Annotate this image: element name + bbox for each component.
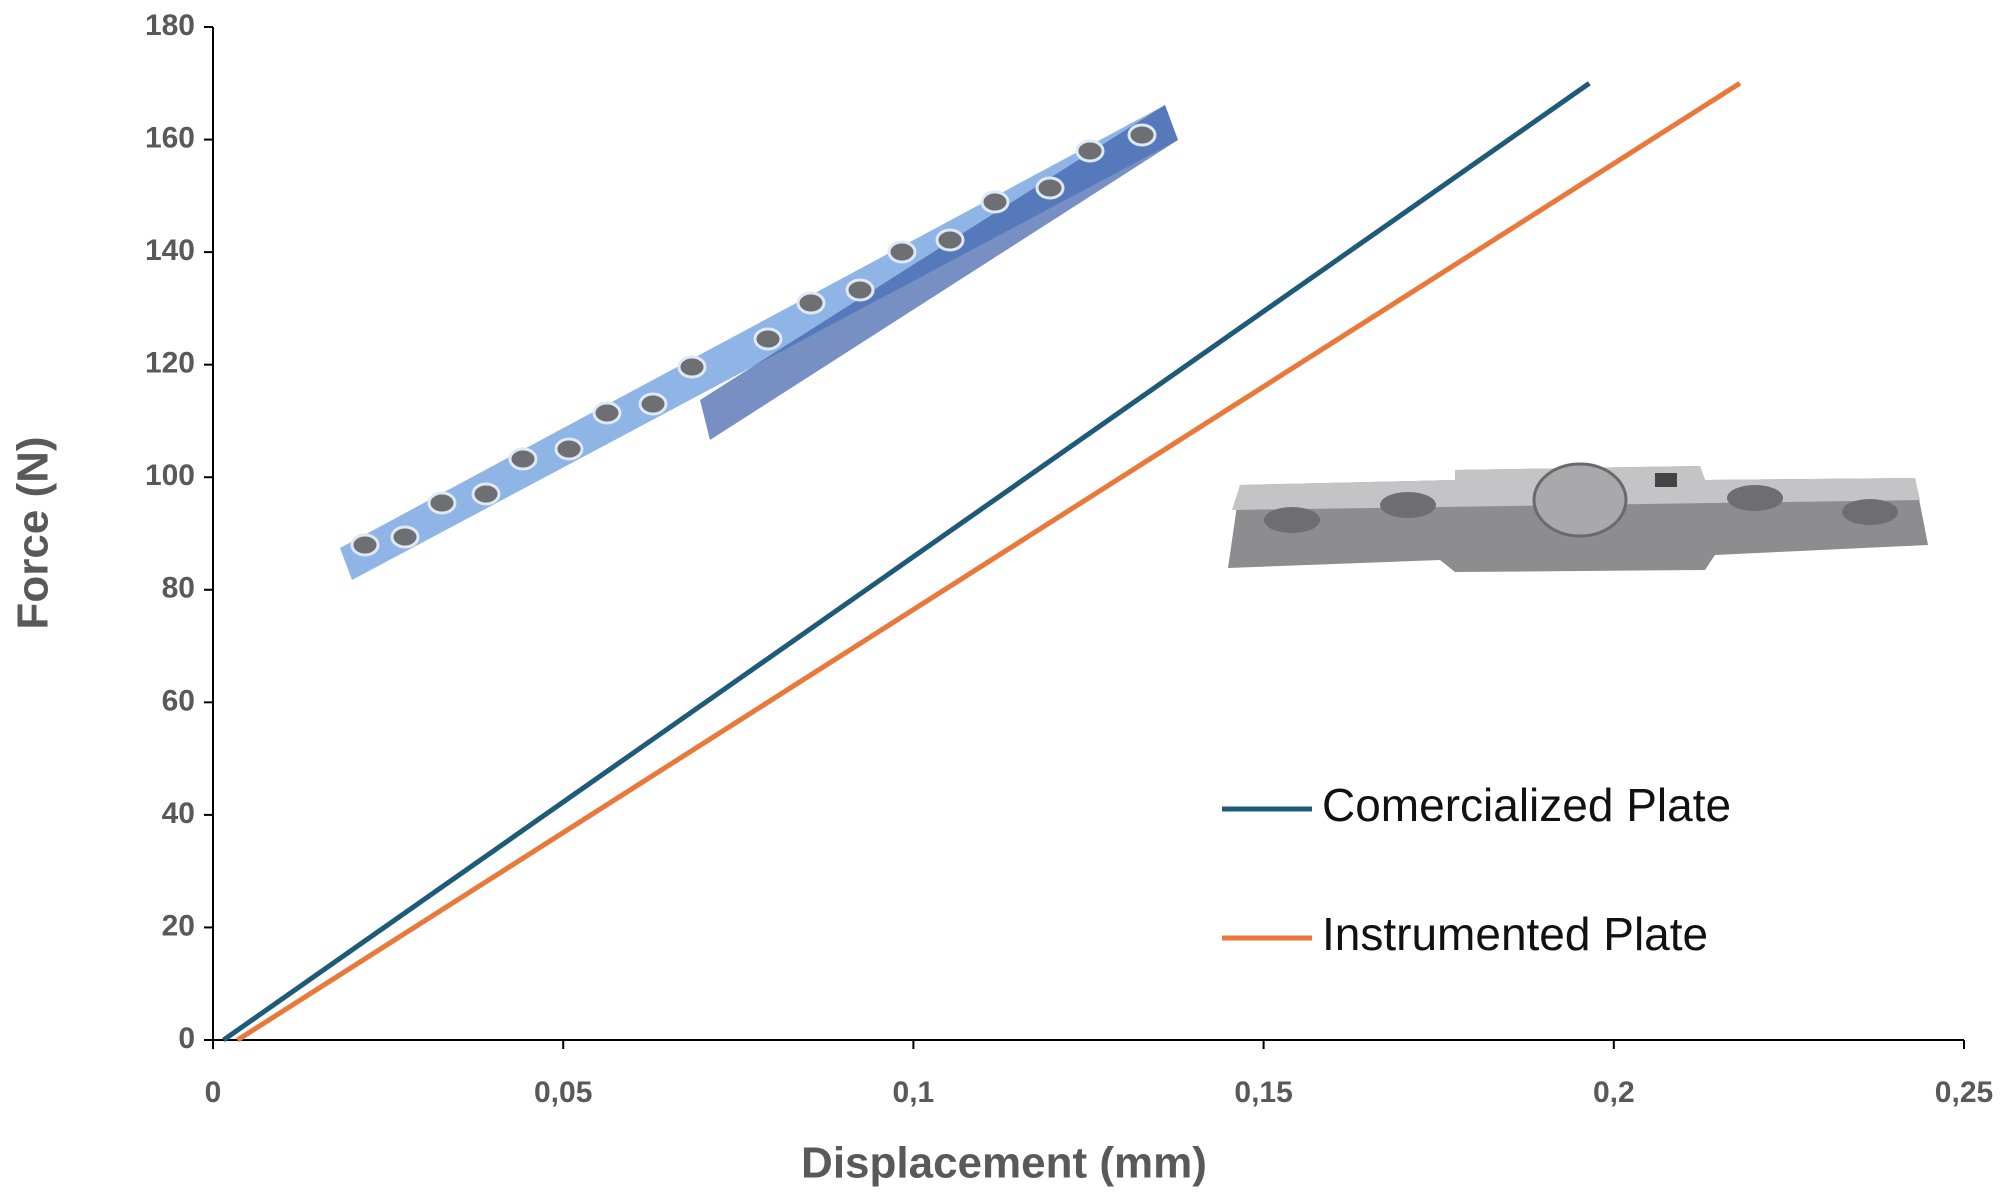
x-tick-label: 0 [205, 1076, 222, 1109]
y-tick-label: 180 [145, 9, 195, 42]
x-tick-label: 0,05 [534, 1076, 592, 1109]
y-tick-label: 140 [145, 234, 195, 267]
series-line [222, 81, 1591, 1043]
plate-photo [340, 105, 1178, 580]
y-axis-title: Force (N) [9, 436, 58, 629]
x-tick-label: 0,1 [893, 1076, 935, 1109]
y-tick-label: 160 [145, 121, 195, 154]
x-tick-label: 0,2 [1593, 1076, 1635, 1109]
instrumented-plate-photo [1228, 462, 1928, 572]
y-tick-label: 40 [162, 797, 195, 830]
x-tick-label: 0,15 [1234, 1076, 1292, 1109]
y-tick-label: 20 [162, 909, 195, 942]
legend-label: Comercialized Plate [1322, 779, 1731, 831]
x-axis-title: Displacement (mm) [801, 1139, 1207, 1188]
y-tick-label: 80 [162, 572, 195, 605]
y-tick-label: 60 [162, 684, 195, 717]
x-tick-label: 0,25 [1935, 1076, 1993, 1109]
series-line [236, 81, 1742, 1043]
y-tick-label: 0 [178, 1022, 195, 1055]
y-tick-label: 100 [145, 459, 195, 492]
legend-label: Instrumented Plate [1322, 908, 1708, 960]
y-tick-label: 120 [145, 347, 195, 380]
